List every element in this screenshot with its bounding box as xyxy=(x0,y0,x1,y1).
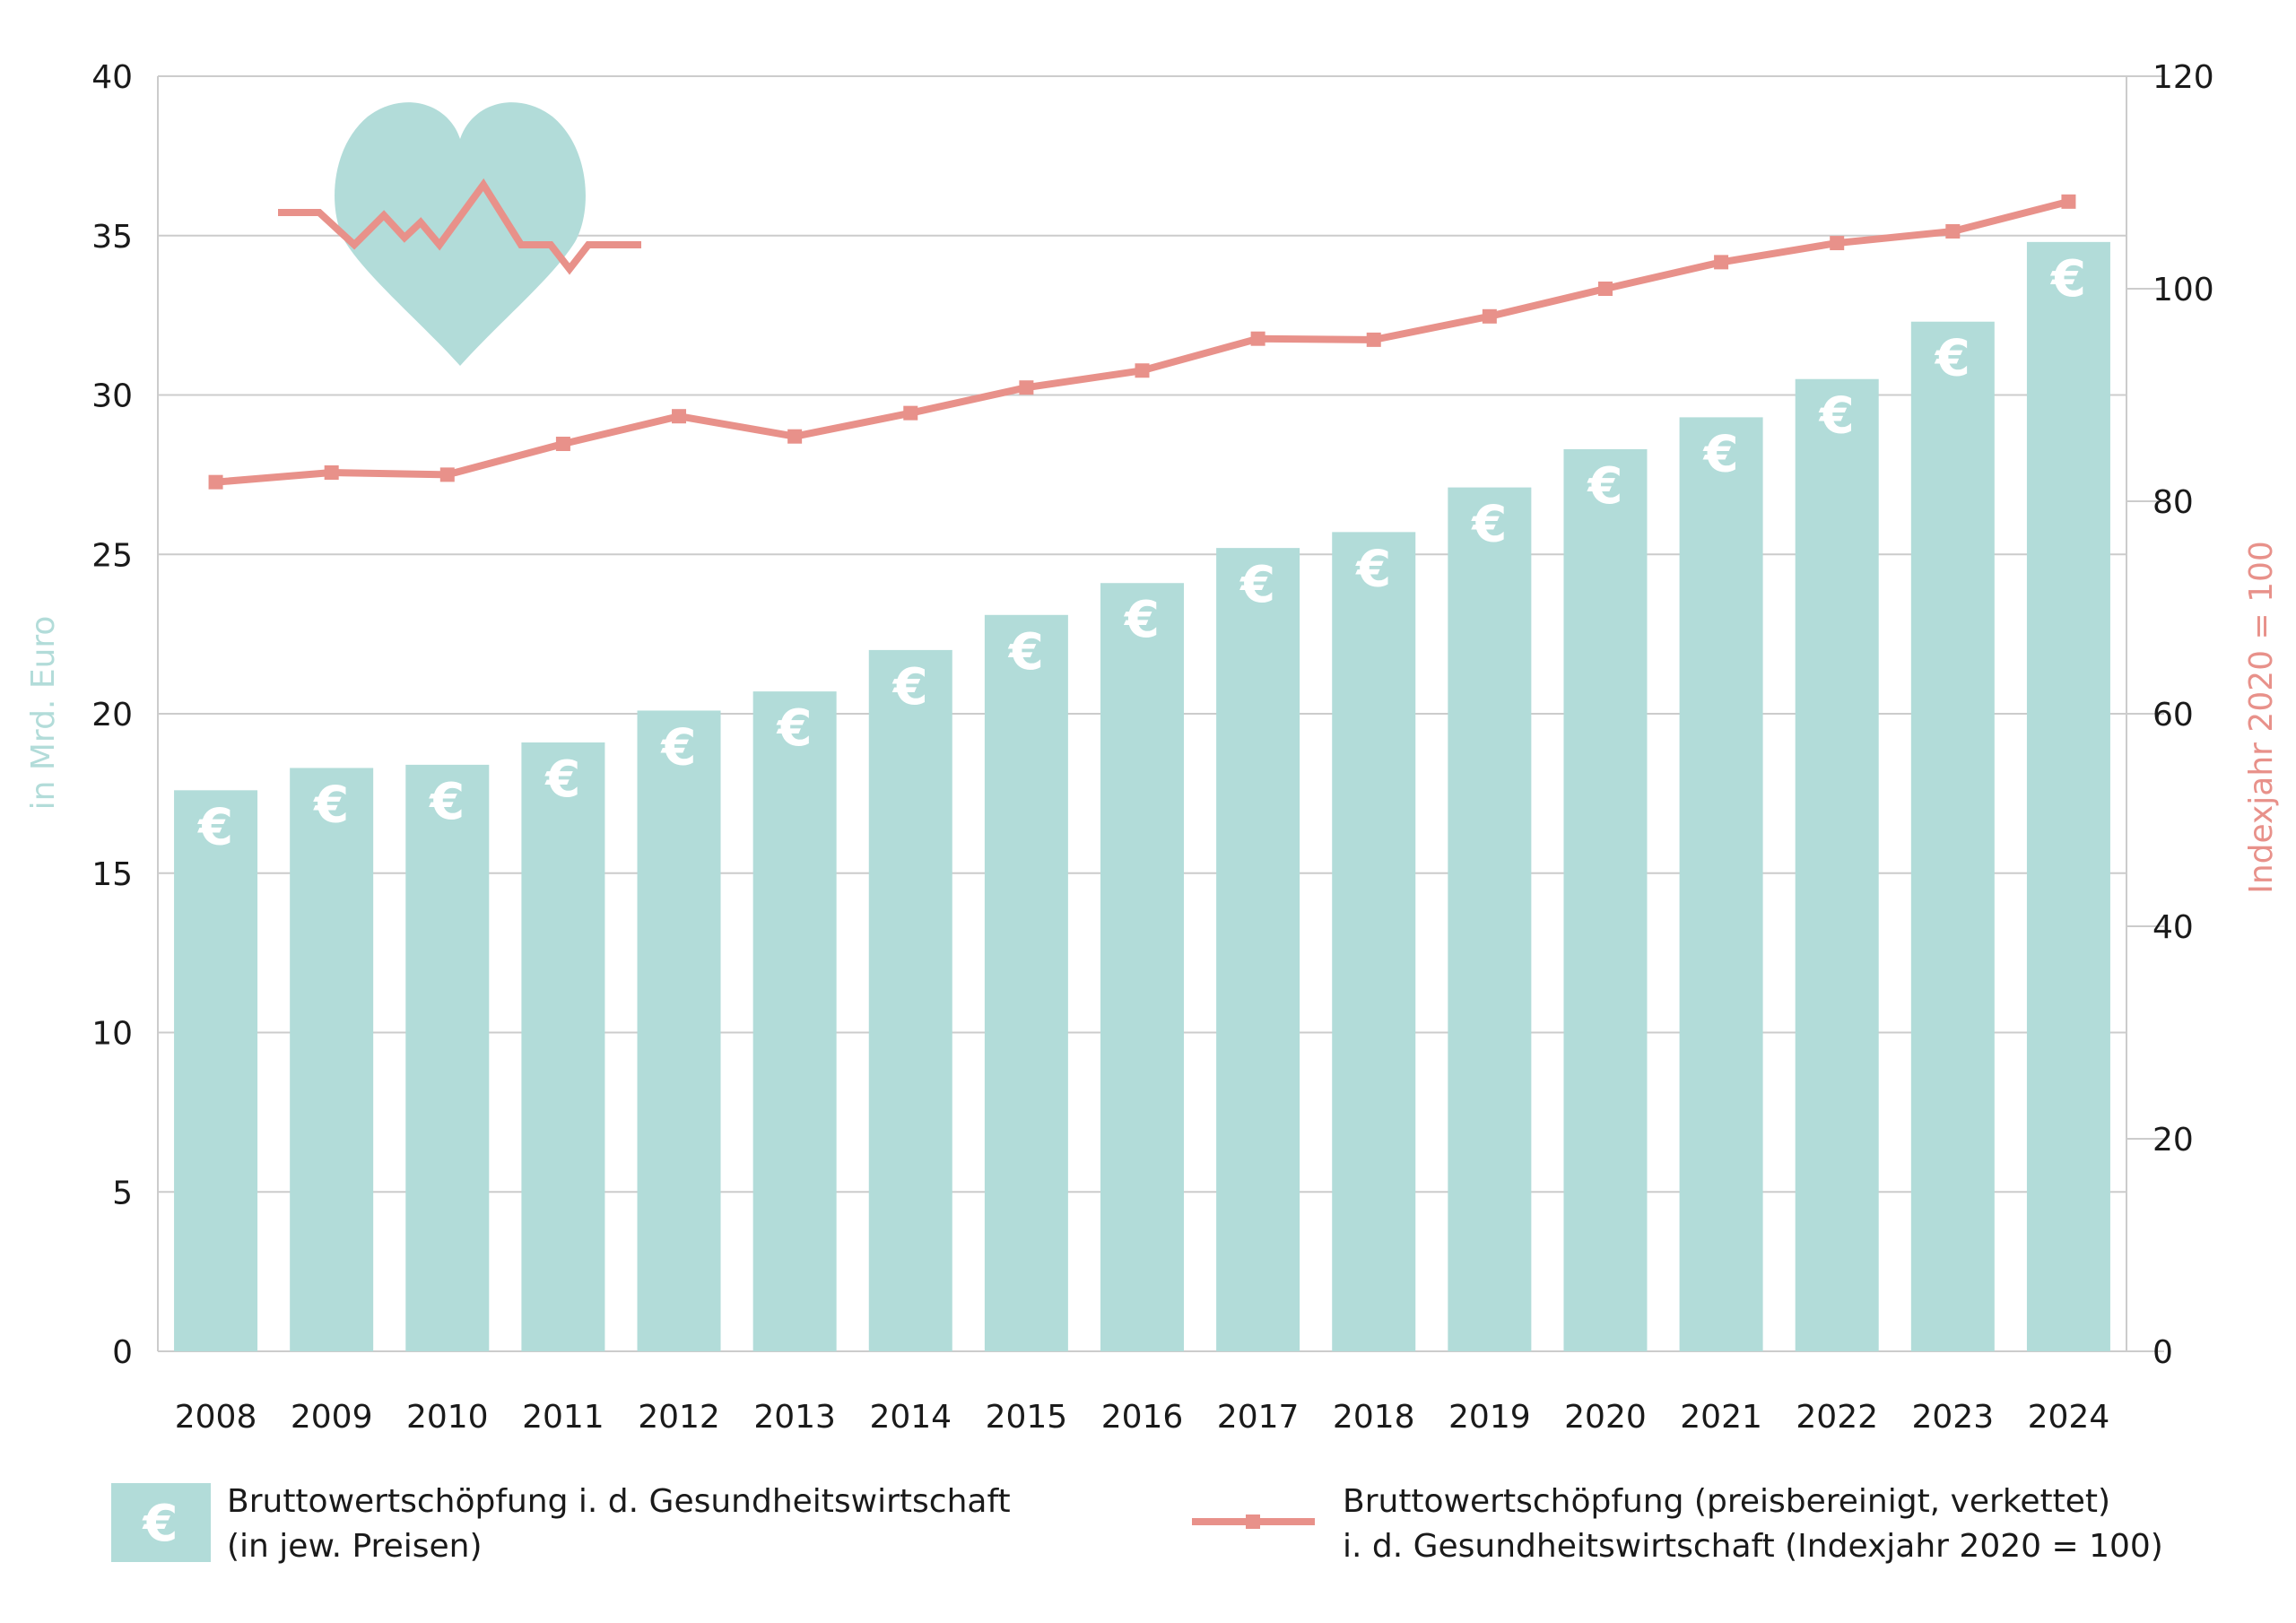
bar-2023 xyxy=(1910,321,1995,1351)
line-marker-2020 xyxy=(1597,282,1613,296)
line-marker-2021 xyxy=(1714,255,1729,270)
x-tick-label: 2010 xyxy=(406,1399,489,1436)
x-tick-label: 2019 xyxy=(1448,1399,1531,1436)
left-tick-label: 30 xyxy=(91,378,133,415)
euro-icon: € xyxy=(1470,496,1507,554)
line-marker-2018 xyxy=(1366,332,1381,347)
right-tick-label: 40 xyxy=(2152,909,2194,946)
x-tick-label: 2013 xyxy=(753,1399,836,1436)
line-marker-2011 xyxy=(555,437,570,452)
euro-icon: € xyxy=(1702,425,1739,483)
line-marker-2008 xyxy=(208,474,223,490)
x-tick-label: 2022 xyxy=(1796,1399,1878,1436)
bar-2022 xyxy=(1795,378,1879,1352)
x-tick-label: 2012 xyxy=(638,1399,720,1436)
line-marker-2014 xyxy=(903,405,918,421)
bar-2018 xyxy=(1332,532,1416,1351)
bar-2020 xyxy=(1563,448,1648,1351)
right-tick-label: 20 xyxy=(2152,1122,2194,1159)
line-marker-2015 xyxy=(1019,380,1034,395)
x-tick-label: 2018 xyxy=(1333,1399,1415,1436)
euro-icon: € xyxy=(544,751,580,809)
right-tick-label: 0 xyxy=(2152,1334,2173,1371)
x-tick-label: 2024 xyxy=(2028,1399,2110,1436)
x-tick-label: 2016 xyxy=(1101,1399,1184,1436)
left-tick-label: 25 xyxy=(91,537,133,574)
left-tick-label: 5 xyxy=(112,1175,133,1211)
legend-bar-label-line1: Bruttowertschöpfung i. d. Gesundheitswir… xyxy=(227,1483,1011,1520)
euro-icon: € xyxy=(1586,457,1622,516)
bar-2008 xyxy=(174,790,258,1351)
axes: 0 5 10 15 20 25 30 35 40 0 20 40 60 80 100 120 2008 2009 2… xyxy=(91,59,2214,1436)
bar-2016 xyxy=(1100,583,1184,1351)
line-marker-2010 xyxy=(439,467,455,482)
bar-2024 xyxy=(2026,241,2110,1351)
legend-euro-icon: € xyxy=(142,1495,178,1553)
bar-2012 xyxy=(637,710,721,1351)
bar-2014 xyxy=(868,649,952,1351)
legend-bar-label-line2: (in jew. Preisen) xyxy=(227,1528,482,1565)
line-marker-2023 xyxy=(1945,224,1961,239)
line-marker-2024 xyxy=(2061,194,2076,209)
euro-icon: € xyxy=(660,718,697,777)
x-tick-label: 2014 xyxy=(869,1399,952,1436)
bars: € € € € € € € € € € € € € € € € € xyxy=(174,241,2110,1352)
left-tick-label: 10 xyxy=(91,1016,133,1053)
line-marker-2016 xyxy=(1135,363,1150,378)
euro-icon: € xyxy=(2049,250,2086,308)
left-tick-label: 20 xyxy=(91,697,133,733)
line-marker-2013 xyxy=(787,429,803,444)
left-tick-label: 0 xyxy=(112,1334,133,1371)
bar-2011 xyxy=(521,742,605,1351)
euro-icon: € xyxy=(1007,623,1044,681)
x-tick-label: 2021 xyxy=(1680,1399,1762,1436)
line-marker-2009 xyxy=(324,465,339,481)
x-tick-label: 2020 xyxy=(1564,1399,1647,1436)
euro-icon: € xyxy=(1354,540,1391,598)
left-axis-title: in Mrd. Euro xyxy=(25,616,62,811)
x-tick-label: 2011 xyxy=(522,1399,604,1436)
x-tick-label: 2015 xyxy=(986,1399,1068,1436)
heart-with-pulse-icon xyxy=(278,102,641,367)
euro-icon: € xyxy=(891,658,928,716)
line-marker-2012 xyxy=(672,409,687,424)
x-tick-label: 2017 xyxy=(1217,1399,1300,1436)
euro-icon: € xyxy=(196,798,233,856)
right-tick-label: 60 xyxy=(2152,697,2194,733)
left-tick-label: 40 xyxy=(91,59,133,96)
bar-2009 xyxy=(290,768,374,1351)
legend: € Bruttowertschöpfung i. d. Gesundheitsw… xyxy=(111,1483,2163,1565)
right-tick-label: 80 xyxy=(2152,484,2194,521)
index-line xyxy=(208,194,2076,490)
legend-bar-swatch xyxy=(111,1483,211,1562)
bar-2019 xyxy=(1448,487,1532,1351)
x-tick-label: 2009 xyxy=(291,1399,373,1436)
euro-icon: € xyxy=(1123,591,1160,649)
euro-icon: € xyxy=(776,699,813,758)
euro-icon: € xyxy=(428,773,465,831)
right-axis-title: Indexjahr 2020 = 100 xyxy=(2243,541,2280,894)
x-tick-label: 2023 xyxy=(1912,1399,1995,1436)
bar-2015 xyxy=(984,614,1068,1351)
bar-2021 xyxy=(1679,417,1763,1351)
left-tick-label: 35 xyxy=(91,219,133,256)
line-marker-2019 xyxy=(1482,308,1497,324)
legend-line-marker xyxy=(1246,1515,1260,1529)
euro-icon: € xyxy=(312,776,349,834)
right-tick-label: 120 xyxy=(2152,59,2214,96)
x-tick-label: 2008 xyxy=(175,1399,257,1436)
euro-icon: € xyxy=(1934,330,1970,388)
legend-line-label-line2: i. d. Gesundheitswirtschaft (Indexjahr 2… xyxy=(1343,1528,2163,1565)
line-marker-2017 xyxy=(1250,331,1265,346)
bar-2013 xyxy=(752,691,837,1351)
bar-2017 xyxy=(1216,548,1300,1351)
euro-icon: € xyxy=(1239,556,1275,614)
euro-icon: € xyxy=(1818,387,1855,446)
left-tick-label: 15 xyxy=(91,856,133,893)
line-marker-2022 xyxy=(1830,236,1845,251)
legend-line-label-line1: Bruttowertschöpfung (preisbereinigt, ver… xyxy=(1343,1483,2110,1520)
bar-2010 xyxy=(405,764,490,1351)
right-tick-label: 100 xyxy=(2152,272,2214,308)
